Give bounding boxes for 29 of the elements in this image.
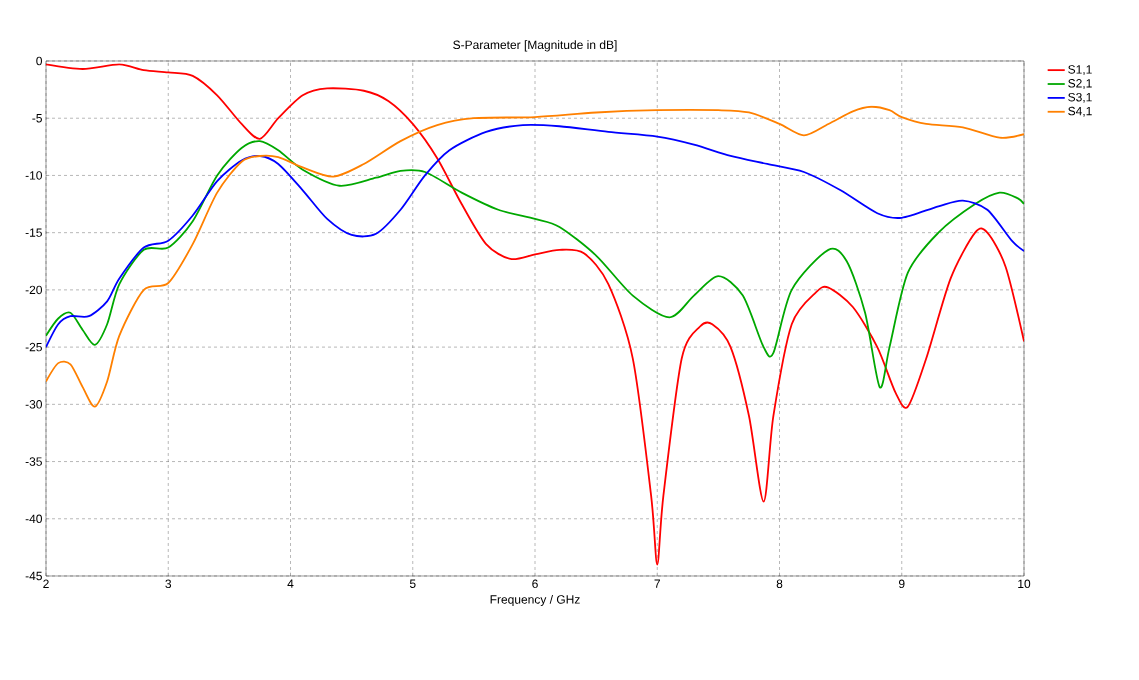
x-tick-label: 8 [776, 579, 783, 589]
x-tick-label: 3 [165, 579, 172, 589]
y-tick-label: -5 [32, 114, 42, 123]
y-tick-label: -20 [25, 285, 42, 295]
y-tick-label: -35 [25, 457, 42, 466]
x-tick-label: 6 [532, 579, 538, 589]
legend-label: S1,1 [1068, 65, 1092, 76]
x-tick-label: 4 [287, 579, 294, 588]
y-tick-label: -40 [25, 514, 42, 524]
y-tick-label: -15 [25, 228, 42, 237]
legend-label: S2,1 [1068, 79, 1092, 89]
legend-label: S3,1 [1068, 92, 1092, 103]
x-tick-label: 7 [654, 579, 660, 588]
line-series [46, 123, 1024, 349]
legend-label: S4,1 [1068, 106, 1092, 117]
x-tick-label: 5 [409, 579, 416, 588]
x-axis-title: Frequency / GHz [490, 594, 580, 607]
y-tick-label: -10 [25, 171, 42, 180]
line-series [46, 105, 1024, 408]
chart-title: S-Parameter [Magnitude in dB] [453, 40, 617, 52]
line-series [46, 63, 1024, 566]
line-series [46, 140, 1024, 389]
y-tick-label: -45 [25, 571, 42, 581]
y-tick-label: 0 [36, 56, 43, 66]
x-tick-label: 10 [1018, 579, 1031, 589]
x-tick-label: 2 [43, 579, 49, 588]
x-tick-label: 9 [898, 579, 905, 589]
y-tick-label: -30 [25, 400, 42, 409]
y-tick-label: -25 [25, 342, 42, 352]
